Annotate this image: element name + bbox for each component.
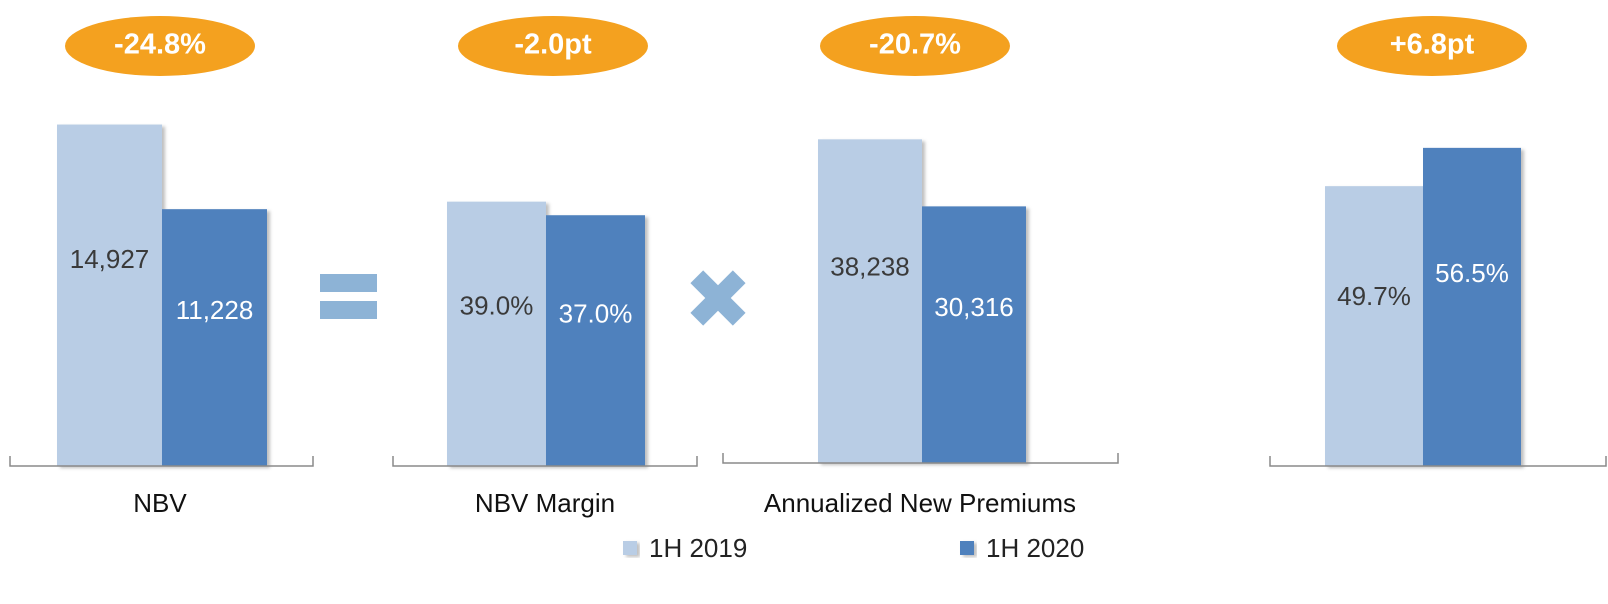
axis-line [9,456,314,467]
category-label: Annualized New Premiums [764,488,1076,518]
change-badge [458,16,648,76]
legend-label: 1H 2020 [986,533,1084,563]
value-label: 30,316 [934,292,1014,322]
bar [1423,147,1521,466]
multiply-sign [690,270,746,326]
change-label: -2.0pt [514,29,592,61]
value-label: 49.7% [1337,281,1411,311]
bar [447,201,546,466]
change-badge [1337,16,1527,76]
bar [922,206,1026,464]
value-label: 37.0% [559,298,633,328]
legend-swatch [960,541,974,555]
axis-line [392,456,698,467]
category-label: NBV [133,488,187,518]
bar [818,139,922,463]
category-label: NBV Margin [475,488,615,518]
bar [162,209,267,467]
change-label: -24.8% [114,29,206,61]
bar [57,124,162,467]
change-badge [820,16,1010,76]
change-label: +6.8pt [1390,29,1475,61]
axis-line [722,453,1119,464]
value-label: 56.5% [1435,258,1509,288]
value-label: 39.0% [460,290,534,320]
value-label: 38,238 [830,252,910,282]
bar [1325,186,1423,467]
change-label: -20.7% [869,29,961,61]
equals-sign [320,274,377,319]
value-label: 11,228 [176,295,254,325]
legend-swatch [623,541,637,555]
value-label: 14,927 [70,244,150,274]
legend-label: 1H 2019 [649,533,747,563]
bar [546,215,645,466]
change-badge [65,16,255,76]
axis-line [1269,456,1607,467]
